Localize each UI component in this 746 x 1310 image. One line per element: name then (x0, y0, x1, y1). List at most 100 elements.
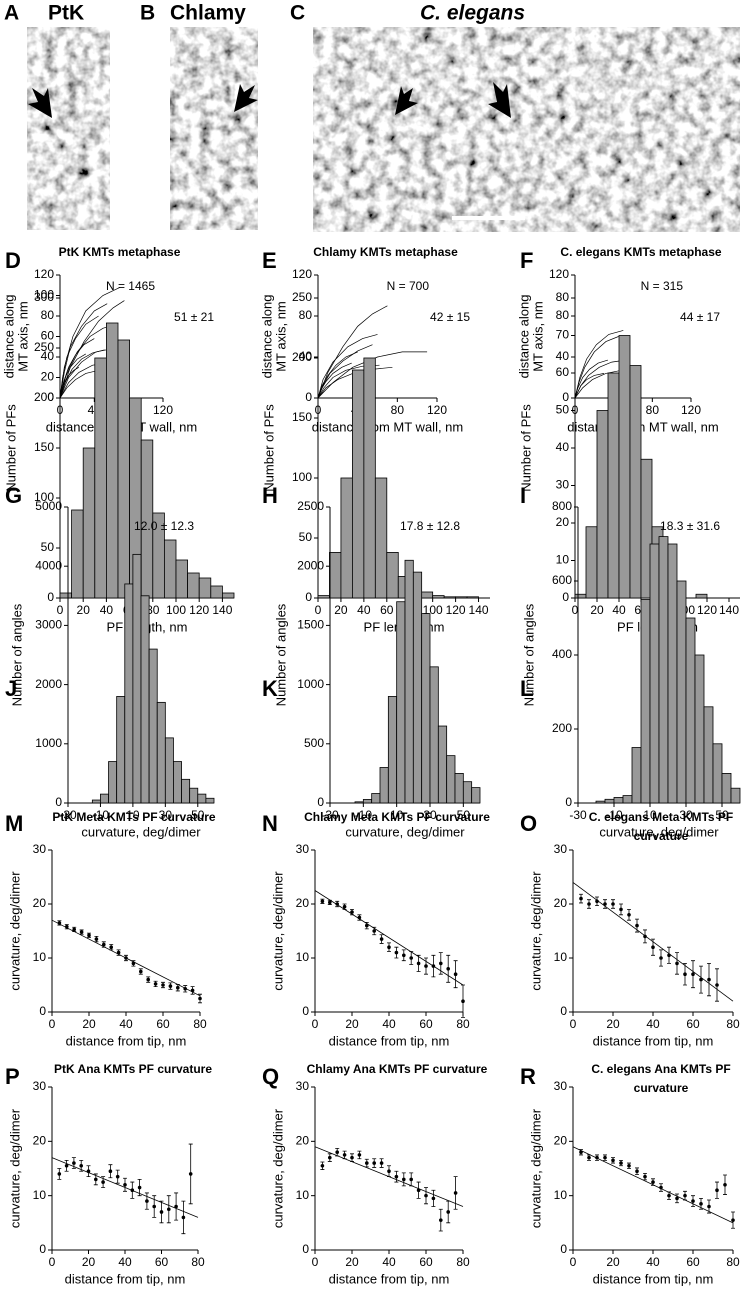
point (124, 956, 128, 960)
bar (210, 585, 223, 599)
trace (317, 305, 388, 399)
point (86, 1169, 91, 1174)
bar (197, 793, 207, 804)
y-tick-label: 40 (41, 349, 55, 363)
bar (455, 596, 468, 599)
x-tick-label: 20 (82, 1255, 96, 1269)
point (723, 1183, 727, 1187)
annotation: 17.8 ± 12.8 (400, 519, 460, 533)
chart-title: curvature (634, 1081, 689, 1095)
point (350, 1155, 354, 1160)
y-tick-label: 600 (552, 573, 572, 587)
point (651, 1180, 655, 1184)
point (387, 945, 391, 949)
point (595, 899, 599, 904)
y-axis-label: MT axis, nm (15, 301, 30, 372)
x-tick-label: -30 (321, 808, 339, 822)
x-axis-label: distance from tip, nm (593, 1033, 714, 1048)
bar (404, 559, 414, 804)
point (643, 934, 647, 939)
x-tick-label: 120 (189, 603, 209, 617)
trace (59, 286, 121, 399)
x-axis-label: curvature, deg/dimer (345, 824, 465, 839)
y-tick-label: 2500 (297, 499, 324, 513)
point (145, 1199, 149, 1203)
point (635, 1169, 639, 1174)
bar (106, 322, 119, 599)
x-tick-label: 30 (679, 808, 693, 822)
annotation: N = 315 (641, 279, 684, 293)
fit-line (314, 890, 464, 986)
x-tick-label: 40 (382, 1017, 396, 1031)
bar (595, 800, 606, 804)
point (328, 900, 332, 905)
annotation: 18.3 ± 31.6 (660, 519, 720, 533)
y-tick-label: 0 (560, 1004, 567, 1018)
y-tick-label: 0 (302, 1242, 309, 1256)
bar (205, 797, 215, 804)
x-tick-label: 60 (380, 603, 394, 617)
y-tick-label: 200 (292, 350, 312, 364)
x-tick-label: 80 (391, 403, 405, 417)
point (379, 1161, 384, 1165)
bar (622, 795, 633, 804)
point (707, 977, 711, 982)
x-tick-label: 0 (57, 603, 64, 617)
point (675, 961, 679, 966)
trace (317, 366, 393, 399)
image-label: PtK (48, 2, 84, 25)
panel-letter: C (290, 2, 305, 25)
annotation: 12.0 ± 12.3 (134, 519, 194, 533)
y-tick-label: 200 (34, 390, 54, 404)
point (667, 953, 671, 958)
y-tick-label: 1000 (35, 736, 62, 750)
point (416, 961, 421, 966)
point (453, 972, 458, 976)
x-axis-label: distance from tip, nm (329, 1271, 450, 1286)
y-tick-label: 40 (556, 349, 570, 363)
x-tick-label: 100 (166, 603, 186, 617)
point (579, 1150, 583, 1154)
x-tick-label: 60 (419, 1017, 433, 1031)
annotation: 51 ± 21 (174, 310, 214, 324)
point (108, 1169, 113, 1174)
y-tick-label: 10 (33, 1188, 47, 1202)
chart-title: Chlamy KMTs metaphase (313, 245, 458, 259)
bar (694, 654, 705, 804)
bar (443, 596, 456, 599)
panel-letter: D (5, 248, 21, 273)
panel-letter: K (262, 676, 278, 701)
bar (454, 773, 464, 804)
y-tick-label: 0 (47, 390, 54, 404)
x-tick-label: 40 (612, 603, 626, 617)
point (587, 1155, 591, 1160)
panel-letter: L (520, 676, 533, 701)
x-tick-label: 140 (469, 603, 489, 617)
y-tick-label: 4000 (35, 558, 62, 572)
y-tick-label: 20 (296, 1134, 310, 1148)
x-tick-label: 140 (212, 603, 232, 617)
bar (71, 509, 84, 599)
point (79, 930, 84, 934)
y-axis-label: Number of angles (273, 603, 288, 706)
y-tick-label: 10 (296, 950, 310, 964)
y-tick-label: 20 (33, 1134, 47, 1148)
bar (181, 778, 191, 804)
y-tick-label: 50 (41, 540, 55, 554)
micrograph (27, 27, 110, 230)
point (188, 1172, 193, 1176)
point (416, 1188, 421, 1193)
point (431, 1196, 436, 1201)
bar (462, 781, 473, 804)
y-tick-label: 20 (554, 896, 568, 910)
x-tick-label: 30 (423, 808, 437, 822)
x-tick-label: -10 (92, 808, 110, 822)
x-tick-label: 120 (153, 403, 173, 417)
panel-letter: J (5, 676, 17, 701)
x-tick-label: 80 (456, 1255, 470, 1269)
x-tick-label: 20 (77, 603, 91, 617)
bar (82, 447, 96, 599)
trace (317, 351, 358, 399)
point (65, 924, 69, 929)
